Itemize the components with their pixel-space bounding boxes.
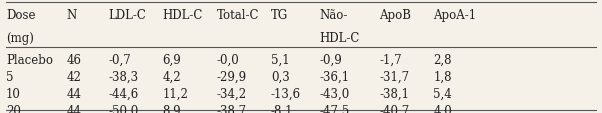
- Text: -0,0: -0,0: [217, 53, 240, 66]
- Text: -47,5: -47,5: [319, 104, 349, 113]
- Text: -8,1: -8,1: [271, 104, 293, 113]
- Text: 8,9: 8,9: [163, 104, 181, 113]
- Text: ApoB: ApoB: [379, 9, 411, 22]
- Text: 46: 46: [66, 53, 81, 66]
- Text: -31,7: -31,7: [379, 70, 409, 83]
- Text: 11,2: 11,2: [163, 87, 188, 100]
- Text: 4,0: 4,0: [433, 104, 452, 113]
- Text: 6,9: 6,9: [163, 53, 181, 66]
- Text: 5,1: 5,1: [271, 53, 290, 66]
- Text: 5: 5: [6, 70, 13, 83]
- Text: -38,1: -38,1: [379, 87, 409, 100]
- Text: -13,6: -13,6: [271, 87, 301, 100]
- Text: -29,9: -29,9: [217, 70, 247, 83]
- Text: -1,7: -1,7: [379, 53, 402, 66]
- Text: 10: 10: [6, 87, 21, 100]
- Text: 20: 20: [6, 104, 21, 113]
- Text: ApoA-1: ApoA-1: [433, 9, 477, 22]
- Text: Total-C: Total-C: [217, 9, 259, 22]
- Text: Placebo: Placebo: [6, 53, 53, 66]
- Text: 0,3: 0,3: [271, 70, 290, 83]
- Text: 1,8: 1,8: [433, 70, 452, 83]
- Text: -40,7: -40,7: [379, 104, 409, 113]
- Text: 5,4: 5,4: [433, 87, 452, 100]
- Text: (mg): (mg): [6, 32, 34, 45]
- Text: 4,2: 4,2: [163, 70, 181, 83]
- Text: N: N: [66, 9, 76, 22]
- Text: 44: 44: [66, 87, 81, 100]
- Text: Não-: Não-: [319, 9, 347, 22]
- Text: TG: TG: [271, 9, 288, 22]
- Text: -34,2: -34,2: [217, 87, 247, 100]
- Text: -50,0: -50,0: [108, 104, 138, 113]
- Text: -43,0: -43,0: [319, 87, 349, 100]
- Text: -36,1: -36,1: [319, 70, 349, 83]
- Text: HDL-C: HDL-C: [319, 32, 359, 45]
- Text: -44,6: -44,6: [108, 87, 138, 100]
- Text: 42: 42: [66, 70, 81, 83]
- Text: 2,8: 2,8: [433, 53, 452, 66]
- Text: HDL-C: HDL-C: [163, 9, 203, 22]
- Text: -0,7: -0,7: [108, 53, 131, 66]
- Text: Dose: Dose: [6, 9, 36, 22]
- Text: -0,9: -0,9: [319, 53, 342, 66]
- Text: -38,7: -38,7: [217, 104, 247, 113]
- Text: -38,3: -38,3: [108, 70, 138, 83]
- Text: 44: 44: [66, 104, 81, 113]
- Text: LDL-C: LDL-C: [108, 9, 146, 22]
